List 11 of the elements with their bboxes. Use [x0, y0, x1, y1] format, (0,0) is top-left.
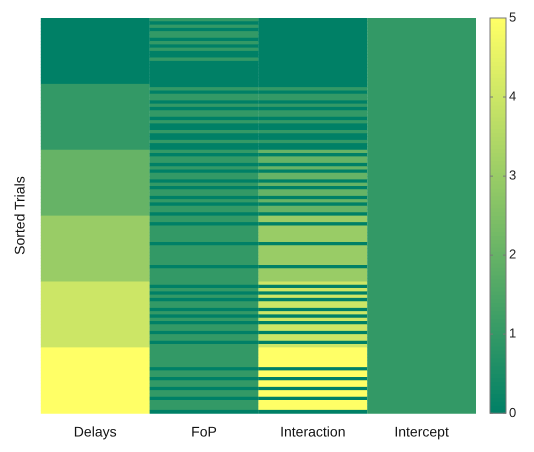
y-axis-title: Sorted Trials	[11, 176, 28, 255]
color-bar-label: 5	[509, 10, 516, 25]
color-bar-label: 4	[509, 88, 516, 104]
x-tick-label: Interaction	[280, 423, 346, 440]
color-bar-label: 3	[509, 168, 516, 183]
x-tick-label: Delays	[74, 423, 117, 440]
color-bar-label: 0	[509, 404, 516, 420]
color-bar-label: 2	[509, 246, 516, 262]
x-tick-label: FoP	[191, 423, 217, 440]
x-tick-label: Intercept	[394, 423, 449, 440]
color-bar-label: 1	[509, 326, 516, 341]
